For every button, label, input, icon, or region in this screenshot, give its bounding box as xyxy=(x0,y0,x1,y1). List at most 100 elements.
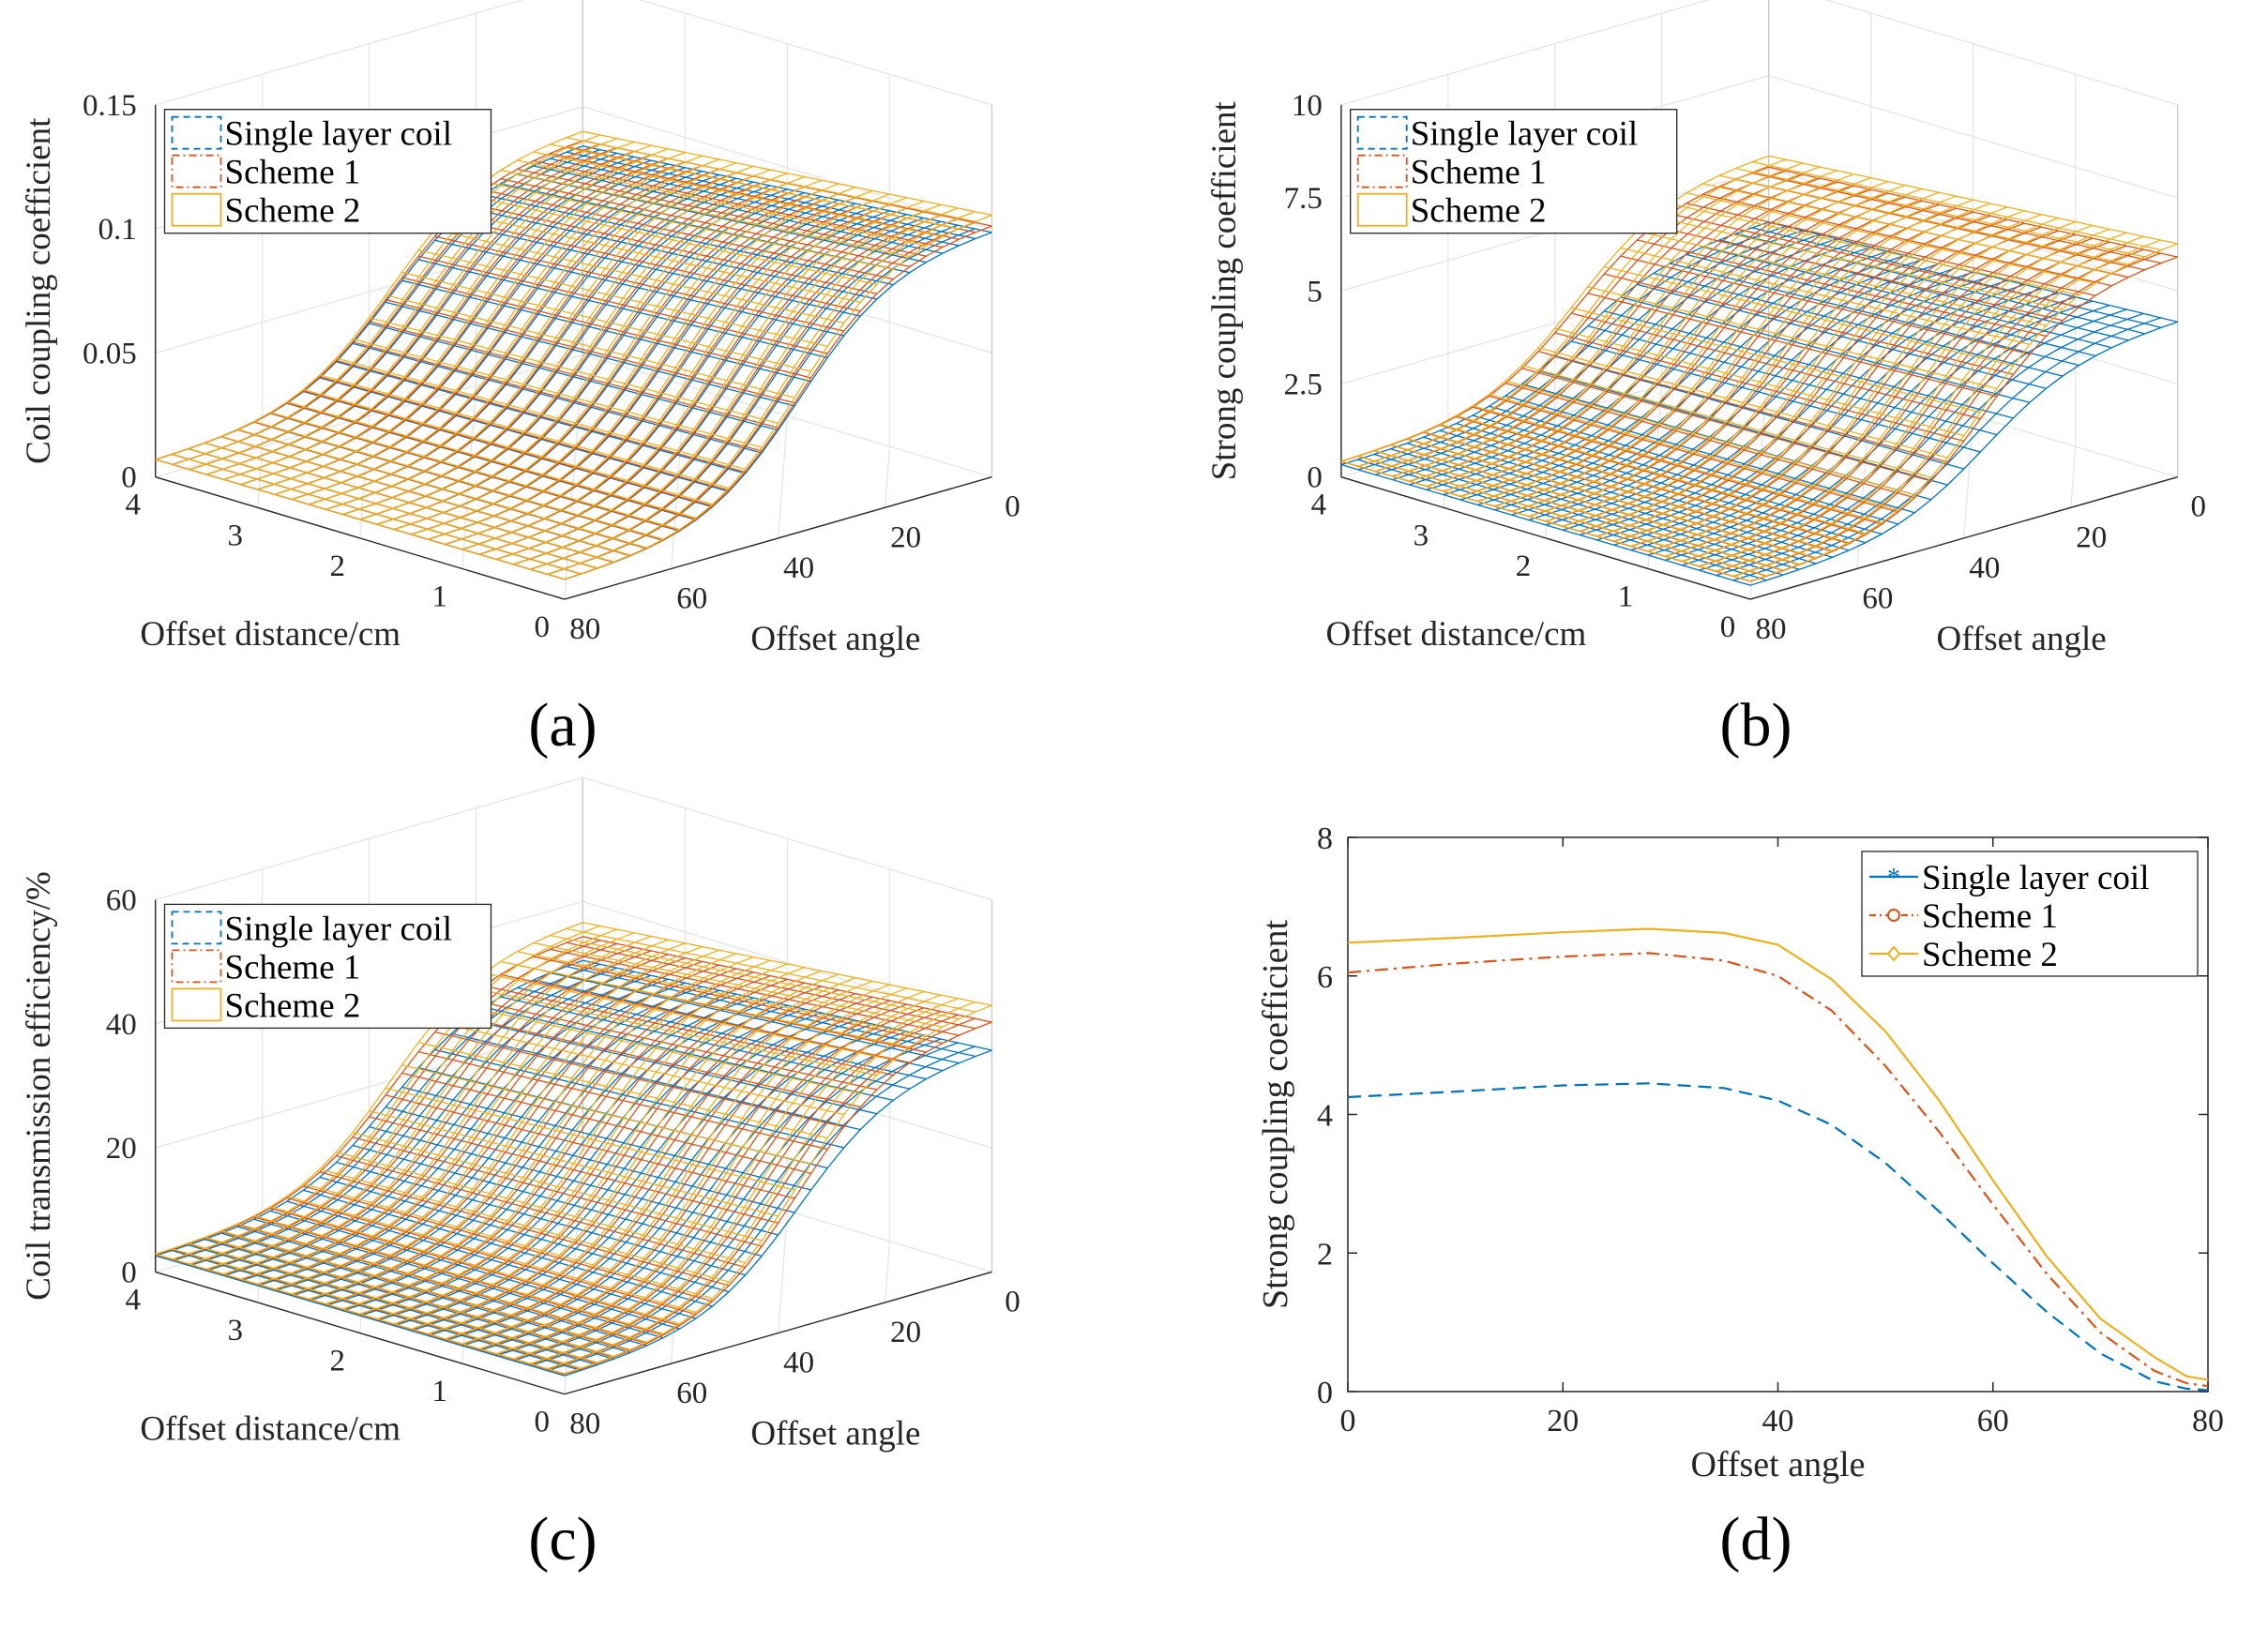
surface-mesh-line xyxy=(1620,255,2031,355)
surface-mesh-line xyxy=(401,1063,811,1165)
surface-mesh-line xyxy=(352,1132,763,1242)
surface-mesh-line xyxy=(1735,167,2145,258)
surface-mesh-line xyxy=(500,996,911,1090)
z-tick-label: 7.5 xyxy=(1284,182,1323,216)
surface-mesh-line xyxy=(220,435,631,556)
legend-swatch xyxy=(171,949,222,984)
surface-mesh-line xyxy=(336,1154,746,1269)
surface-mesh-line xyxy=(417,249,828,347)
z-tick-label: 40 xyxy=(106,1008,137,1042)
legend-label: Single layer coil xyxy=(1922,859,2150,897)
surface-scheme-2 xyxy=(155,130,992,580)
surface-scheme-2 xyxy=(1340,155,2178,582)
surface-mesh-line xyxy=(270,1206,680,1325)
surface-mesh-line xyxy=(533,165,944,254)
surface-mesh-line xyxy=(417,259,828,359)
surface-mesh-line xyxy=(1637,230,2047,326)
surface-mesh-line xyxy=(385,298,795,404)
z-axis-label: Strong coupling coefficient xyxy=(1205,100,1244,480)
surface-mesh-line xyxy=(369,1116,779,1224)
x-tick-label: 2 xyxy=(330,1345,346,1378)
y-tick-label: 20 xyxy=(890,1316,921,1349)
surface-mesh-line xyxy=(352,338,763,448)
surface-mesh-line xyxy=(188,1244,598,1366)
surface-mesh-line xyxy=(1521,368,1931,482)
surface-mesh-line xyxy=(336,1161,746,1276)
surface-mesh-line xyxy=(550,158,960,247)
surface-mesh-line xyxy=(500,169,910,258)
y-gridline xyxy=(2070,74,2077,508)
surface-mesh-line xyxy=(369,1110,779,1217)
legend-swatch xyxy=(171,115,222,150)
surface-mesh-line xyxy=(500,973,911,1063)
surface-mesh-line xyxy=(1489,405,1898,525)
surface-mesh-line xyxy=(172,1248,582,1369)
surface-mesh-line xyxy=(352,1144,763,1257)
surface-mesh-line xyxy=(434,1020,844,1116)
surface-mesh-line xyxy=(237,1226,647,1347)
z-tick-label: 0.15 xyxy=(83,89,137,123)
y-tick-label: 80 xyxy=(1756,612,1787,646)
surface-mesh-line xyxy=(385,301,795,407)
surface-mesh-line xyxy=(582,936,992,1023)
surface-mesh-line xyxy=(1571,307,1981,414)
surface-mesh-line xyxy=(220,1232,631,1354)
surface-mesh-line xyxy=(550,948,960,1036)
z-tick-label: 20 xyxy=(106,1132,137,1166)
y-gridline xyxy=(884,868,891,1303)
z-gridline xyxy=(1340,0,2178,106)
surface-mesh-line xyxy=(451,218,861,312)
y-tick-label: 2 xyxy=(1317,1237,1333,1272)
surface-mesh-line xyxy=(566,137,976,222)
x-tick-label: 4 xyxy=(125,1283,141,1317)
surface-mesh-line xyxy=(434,1031,844,1128)
surface-mesh-line xyxy=(1702,183,2112,274)
z-axis-label: Coil coupling coefficient xyxy=(20,117,58,464)
surface-mesh-line xyxy=(1373,449,1784,571)
surface-mesh-line xyxy=(303,1185,713,1302)
surface-mesh-line xyxy=(467,986,877,1076)
legend-label: Single layer coil xyxy=(225,910,453,948)
series-line-scheme-1 xyxy=(1347,952,2209,1388)
legend-swatch xyxy=(171,154,222,188)
surface-mesh-line xyxy=(1637,239,2047,338)
surface-mesh-line xyxy=(319,1171,730,1287)
surface-mesh-line xyxy=(533,956,944,1045)
legend-label: Single layer coil xyxy=(1411,115,1639,154)
surface-mesh-line xyxy=(1670,263,2079,367)
surface-mesh-line xyxy=(451,1002,861,1094)
surface-mesh-line xyxy=(1702,193,2112,287)
surface-mesh-line xyxy=(253,420,664,540)
surface-mesh-line xyxy=(369,317,779,424)
legend-label: Scheme 2 xyxy=(1411,192,1547,231)
x-axis-label: Offset distance/cm xyxy=(140,1410,401,1449)
surface-mesh-line xyxy=(286,1197,697,1316)
surface-mesh-line xyxy=(1472,414,1882,535)
x-tick-label: 3 xyxy=(227,519,243,552)
legend-swatch xyxy=(1356,115,1408,150)
surface-mesh-line xyxy=(401,279,811,383)
surface-mesh-line xyxy=(1604,265,2014,367)
legend-swatch xyxy=(171,987,222,1022)
surface-mesh-line xyxy=(566,941,976,1030)
surface-mesh-line xyxy=(1423,436,1833,558)
surface-mesh-line xyxy=(401,277,811,379)
legend-label: Scheme 1 xyxy=(225,948,361,986)
surface-mesh-line xyxy=(484,1006,894,1102)
legend-marker: * xyxy=(1887,864,1900,893)
series-line-scheme-2 xyxy=(1347,927,2209,1381)
surface-mesh-line xyxy=(1489,393,1898,511)
legend-label: Scheme 2 xyxy=(1922,936,2058,974)
x-axis xyxy=(155,476,566,600)
surface-mesh-line xyxy=(467,203,877,294)
surface-mesh-line xyxy=(253,1218,664,1339)
surface-mesh-line xyxy=(204,1239,614,1360)
surface-mesh-line xyxy=(582,130,992,216)
surface-mesh-line xyxy=(253,1216,664,1336)
surface-mesh-line xyxy=(417,1042,828,1139)
surface-mesh-line xyxy=(155,459,565,580)
y-tick-label: 60 xyxy=(676,1377,707,1410)
surface-mesh-line xyxy=(336,361,746,474)
